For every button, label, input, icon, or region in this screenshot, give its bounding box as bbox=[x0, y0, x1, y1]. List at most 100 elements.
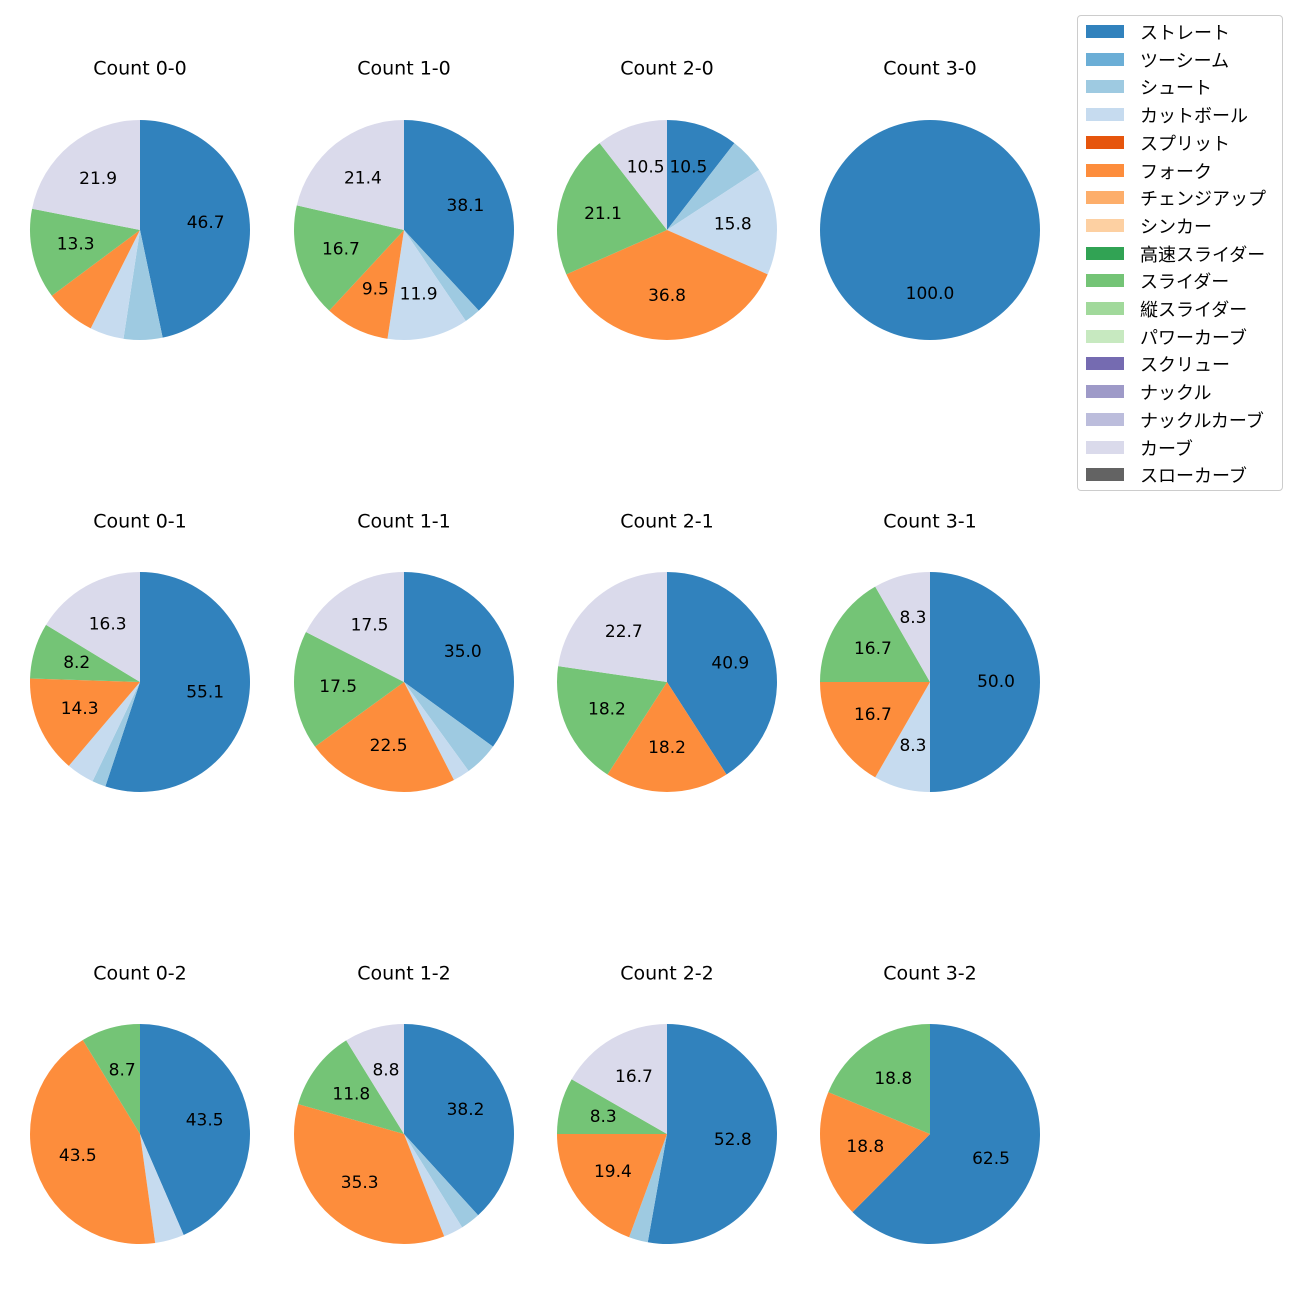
pie-slice bbox=[557, 1079, 667, 1134]
legend-swatch bbox=[1086, 52, 1124, 66]
legend-item: スクリュー bbox=[1078, 349, 1282, 377]
pie-slice bbox=[315, 682, 454, 792]
pie-chart: Count 0-0 46.7 13.3 21.9 bbox=[29, 58, 250, 340]
pie-data-label: 40.9 bbox=[711, 653, 749, 673]
pie-slice bbox=[305, 572, 404, 682]
pie-slice bbox=[599, 120, 667, 230]
pie-slice bbox=[820, 120, 1040, 340]
pie-data-label: 16.7 bbox=[615, 1067, 653, 1087]
pie-slice bbox=[105, 572, 250, 793]
pie-data-label: 8.3 bbox=[590, 1107, 617, 1127]
pie-data-label: 62.5 bbox=[972, 1149, 1010, 1169]
pie-slice bbox=[607, 682, 727, 792]
legend-label: カーブ bbox=[1140, 438, 1193, 460]
pie-data-label: 100.0 bbox=[906, 284, 955, 304]
pie-slice bbox=[557, 143, 667, 275]
legend-label: ナックル bbox=[1140, 383, 1212, 405]
pie-title: Count 3-1 bbox=[883, 511, 977, 533]
legend-swatch bbox=[1086, 135, 1124, 149]
pie-slice bbox=[571, 1023, 667, 1134]
pie-data-label: 16.3 bbox=[89, 614, 127, 634]
pie-slice bbox=[667, 169, 777, 275]
legend-label: ストレート bbox=[1140, 23, 1230, 44]
pie-slice bbox=[820, 586, 930, 682]
pie-slice bbox=[930, 572, 1040, 792]
legend-label: シンカー bbox=[1140, 216, 1212, 238]
legend-swatch bbox=[1086, 25, 1124, 38]
pie-slice bbox=[629, 1134, 667, 1243]
pie-title: Count 3-0 bbox=[883, 58, 977, 80]
pie-slice bbox=[667, 572, 777, 775]
pie-slice bbox=[852, 1024, 1040, 1244]
legend-label: カットボール bbox=[1140, 106, 1248, 128]
pie-slice bbox=[68, 682, 140, 782]
pie-slice bbox=[404, 120, 514, 311]
legend-item: 高速スライダー bbox=[1078, 239, 1282, 267]
pie-data-label: 8.7 bbox=[109, 1060, 136, 1080]
pie-data-label: 18.8 bbox=[846, 1137, 884, 1157]
pie-slice bbox=[92, 682, 140, 787]
pie-data-label: 8.8 bbox=[372, 1061, 399, 1081]
pie-slice bbox=[298, 1040, 404, 1134]
pie-data-label: 13.3 bbox=[57, 235, 95, 255]
pie-slice bbox=[404, 682, 493, 771]
pie-data-label: 16.7 bbox=[854, 639, 892, 659]
pie-slice bbox=[647, 1024, 777, 1244]
pie-data-label: 8.2 bbox=[63, 653, 90, 673]
pie-chart: Count 1-1 35.0 22.5 17.5 17.5 bbox=[294, 511, 514, 792]
pie-data-label: 15.8 bbox=[714, 215, 752, 235]
legend-swatch bbox=[1086, 468, 1124, 482]
pie-slice bbox=[558, 572, 667, 682]
pie-title: Count 1-2 bbox=[357, 963, 451, 985]
pie-data-label: 16.7 bbox=[322, 239, 360, 259]
pie-data-label: 19.4 bbox=[594, 1162, 632, 1182]
pie-chart: Count 0-1 55.1 14.3 8.2 16.3 bbox=[30, 511, 250, 793]
pie-data-label: 21.9 bbox=[79, 169, 117, 189]
legend-swatch bbox=[1086, 80, 1124, 94]
pie-slice bbox=[404, 1134, 479, 1228]
pie-slice bbox=[51, 230, 140, 329]
pie-chart: Count 0-2 43.5 43.5 8.7 bbox=[30, 963, 250, 1244]
pie-slice bbox=[557, 1134, 667, 1238]
pie-data-label: 18.2 bbox=[648, 738, 686, 758]
pie-data-label: 9.5 bbox=[362, 279, 389, 299]
legend-label: ナックルカーブ bbox=[1140, 410, 1264, 432]
legend-item: スローカーブ bbox=[1078, 460, 1282, 488]
pie-data-label: 22.7 bbox=[605, 622, 643, 642]
legend-item: ナックルカーブ bbox=[1078, 405, 1282, 433]
pie-data-label: 46.7 bbox=[187, 213, 225, 233]
pie-slice bbox=[819, 682, 930, 778]
pie-title: Count 0-0 bbox=[93, 58, 187, 80]
legend-label: スライダー bbox=[1140, 272, 1230, 294]
pie-slice bbox=[404, 1024, 515, 1216]
pie-chart: Count 2-0 10.5 15.8 36.8 21.1 10.5 bbox=[557, 58, 777, 340]
pie-data-label: 55.1 bbox=[186, 683, 224, 703]
pie-slice bbox=[566, 230, 768, 340]
pie-data-label: 10.5 bbox=[627, 158, 665, 178]
pie-data-label: 35.0 bbox=[444, 642, 482, 662]
pie-slice bbox=[29, 208, 141, 296]
legend-item: スライダー bbox=[1078, 266, 1282, 294]
pie-title: Count 2-2 bbox=[620, 963, 714, 985]
legend-label: ツーシーム bbox=[1140, 50, 1230, 72]
legend-item: ナックル bbox=[1078, 377, 1282, 405]
pie-slice bbox=[667, 143, 760, 230]
pie-data-label: 43.5 bbox=[59, 1146, 97, 1166]
pie-slice bbox=[123, 230, 163, 340]
pie-data-label: 17.5 bbox=[319, 677, 357, 697]
legend-swatch bbox=[1086, 357, 1124, 371]
pie-data-label: 17.5 bbox=[351, 616, 389, 636]
pie-title: Count 0-2 bbox=[93, 963, 187, 985]
pie-title: Count 2-1 bbox=[620, 511, 714, 533]
legend-label: スプリット bbox=[1140, 133, 1230, 155]
legend-item: パワーカーブ bbox=[1078, 322, 1282, 350]
legend-label: 縦スライダー bbox=[1140, 300, 1248, 321]
pie-slice bbox=[556, 666, 667, 775]
legend-swatch bbox=[1086, 108, 1124, 122]
legend-item: ストレート bbox=[1078, 17, 1282, 45]
legend-swatch bbox=[1086, 412, 1124, 426]
pie-slice bbox=[82, 1024, 140, 1134]
pie-title: Count 2-0 bbox=[620, 58, 714, 80]
pie-chart: Count 2-1 40.9 18.2 18.2 22.7 bbox=[556, 511, 777, 792]
